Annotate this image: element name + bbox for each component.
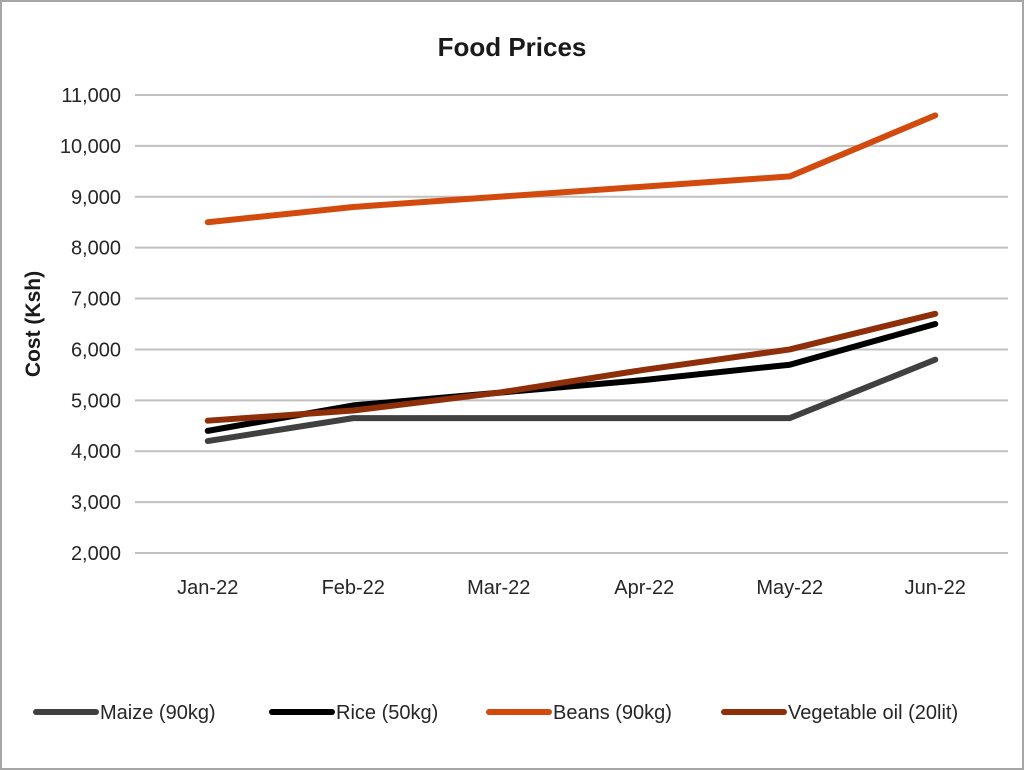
legend-item: Rice (50kg) (269, 702, 438, 724)
legend-item: Maize (90kg) (33, 702, 216, 724)
y-tick-label: 9,000 (71, 187, 121, 209)
x-tick-label: Feb-22 (322, 577, 385, 599)
legend-item: Vegetable oil (20lit) (721, 702, 958, 724)
legend-label: Maize (90kg) (100, 702, 216, 724)
y-tick-label: 8,000 (71, 238, 121, 260)
legend: Maize (90kg) Rice (50kg) Beans (90kg) Veget… (33, 702, 958, 724)
chart-title: Food Prices (438, 32, 587, 62)
legend-item: Beans (90kg) (486, 702, 672, 724)
x-tick-label: May-22 (756, 577, 823, 599)
series-line-beans-90kg (204, 112, 939, 226)
x-axis-ticks: Jan-22 Feb-22 Mar-22 Apr-22 May-22 Jun-22 (177, 577, 966, 599)
x-tick-label: Apr-22 (614, 577, 674, 599)
y-tick-label: 6,000 (71, 339, 121, 361)
y-tick-label: 11,000 (61, 85, 121, 107)
y-tick-label: 10,000 (60, 136, 121, 158)
legend-label: Rice (50kg) (336, 702, 438, 724)
gridlines (135, 94, 1008, 554)
y-tick-label: 5,000 (71, 390, 121, 412)
x-tick-label: Jan-22 (177, 577, 238, 599)
y-tick-label: 7,000 (71, 289, 121, 311)
y-tick-label: 4,000 (71, 441, 121, 463)
y-tick-label: 2,000 (71, 543, 121, 565)
legend-label: Beans (90kg) (553, 702, 672, 724)
series-lines (204, 112, 939, 445)
y-tick-label: 3,000 (71, 492, 121, 514)
series-line-maize-90kg (204, 356, 939, 445)
y-axis-label: Cost (Ksh) (22, 271, 45, 377)
series-line-vegetable-oil-20lit (204, 310, 939, 424)
x-tick-label: Jun-22 (905, 577, 966, 599)
legend-label: Vegetable oil (20lit) (788, 702, 958, 724)
x-tick-label: Mar-22 (467, 577, 530, 599)
y-axis-ticks: 2,000 3,000 4,000 5,000 6,000 7,000 8,000 9,000… (60, 85, 121, 565)
